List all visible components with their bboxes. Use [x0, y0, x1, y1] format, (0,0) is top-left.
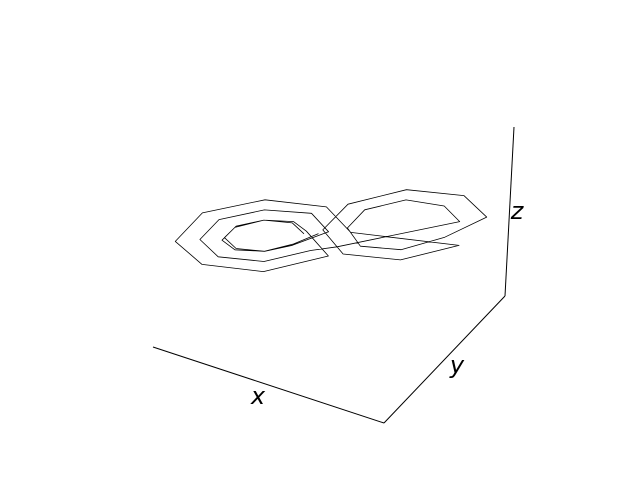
- y-axis-label: y: [449, 351, 465, 379]
- z-axis-label: z: [510, 197, 525, 225]
- y-axis: [383, 295, 506, 424]
- x-axis: [152, 346, 385, 424]
- trajectory: [174, 189, 488, 272]
- z-axis: [504, 126, 515, 297]
- x-axis-label: x: [250, 382, 266, 410]
